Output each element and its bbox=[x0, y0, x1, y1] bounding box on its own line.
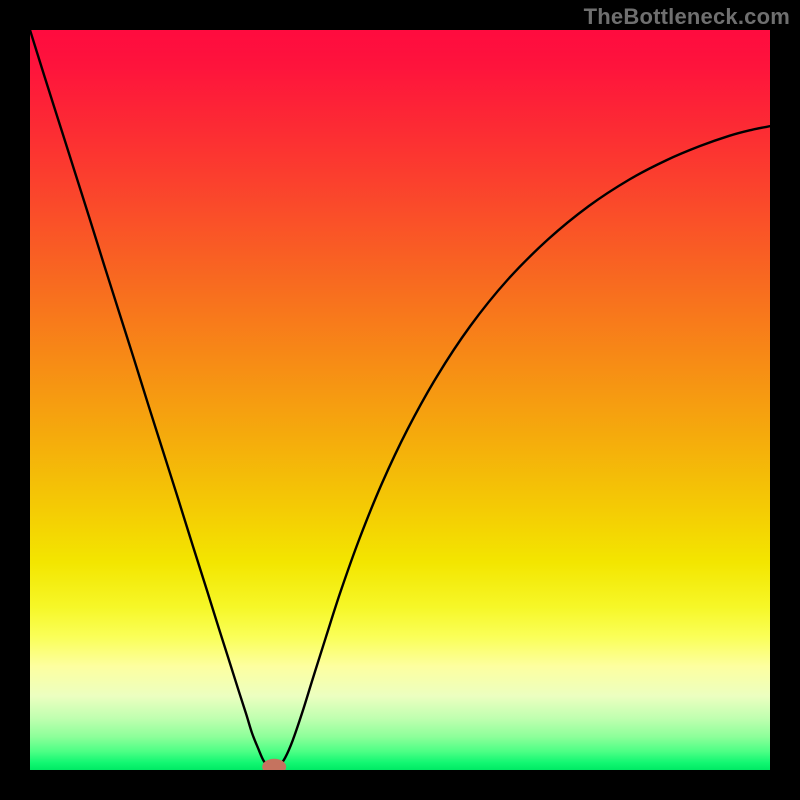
watermark-label: TheBottleneck.com bbox=[584, 4, 790, 30]
chart-frame: TheBottleneck.com bbox=[0, 0, 800, 800]
gradient-background bbox=[30, 30, 770, 770]
plot-area bbox=[30, 30, 770, 770]
chart-svg bbox=[30, 30, 770, 770]
